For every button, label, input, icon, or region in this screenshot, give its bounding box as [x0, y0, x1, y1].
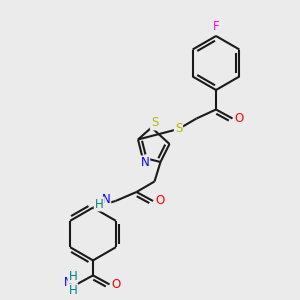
Text: S: S	[175, 122, 182, 136]
Text: F: F	[213, 20, 219, 34]
Text: H: H	[68, 269, 77, 283]
Text: S: S	[151, 116, 158, 130]
Text: O: O	[112, 278, 121, 291]
Text: O: O	[235, 112, 244, 125]
Text: N: N	[140, 156, 149, 170]
Text: O: O	[155, 194, 164, 208]
Text: N: N	[64, 276, 73, 290]
Text: H: H	[94, 197, 103, 211]
Text: H: H	[68, 284, 77, 298]
Text: N: N	[101, 193, 110, 206]
